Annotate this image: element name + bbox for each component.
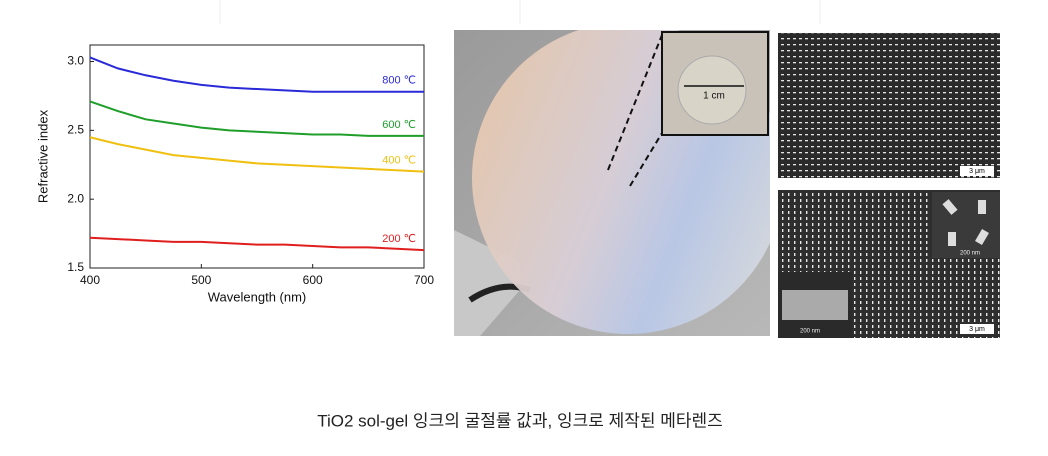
x-axis-label: Wavelength (nm) (208, 289, 307, 304)
caption: TiO2 sol-gel 잉크의 굴절률 값과, 잉크로 제작된 메타렌즈 (317, 411, 723, 430)
series-label: 600 ℃ (382, 119, 416, 131)
sem-scale: 3 μm (969, 326, 985, 333)
inset-scale: 200 nm (800, 329, 820, 335)
top-dividers (219, 0, 821, 24)
plot-frame (89, 44, 425, 269)
x-tick-label: 500 (191, 273, 211, 287)
series-line (89, 100, 424, 137)
x-tick-label: 400 (80, 273, 100, 287)
y-tick-label: 2.0 (67, 191, 84, 205)
series-line (89, 56, 424, 93)
inset-scale: 1 cm (703, 91, 725, 102)
series-line (89, 136, 425, 173)
wafer-photo: 1 cm (454, 30, 770, 336)
series-label: 400 ℃ (382, 155, 416, 167)
inset-scale: 200 nm (960, 251, 980, 257)
y-tick-label: 3.0 (67, 54, 84, 68)
x-tick-label: 700 (414, 273, 434, 287)
series-label: 200 ℃ (382, 233, 416, 245)
series-label: 800 ℃ (382, 75, 416, 87)
sem-scale: 3 μm (969, 168, 985, 175)
series-line (89, 236, 425, 252)
y-axis-label: Refractive index (35, 109, 50, 203)
sem-images: 3 μm 3 μm 200 nm 200 nm (778, 33, 1000, 338)
y-tick-label: 2.5 (67, 123, 84, 137)
x-tick-label: 600 (303, 273, 323, 287)
y-tick-label: 1.5 (67, 260, 84, 274)
